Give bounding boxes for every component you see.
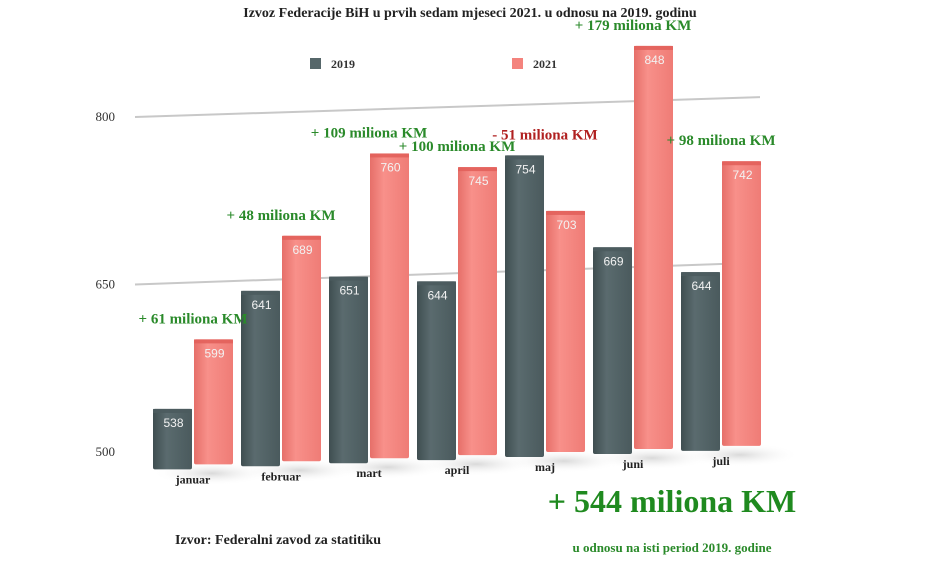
bar-body <box>546 210 585 453</box>
value-label-mart-2019: 651 <box>339 284 359 298</box>
value-label-april-2019: 644 <box>427 288 447 302</box>
value-label-juli-2021: 742 <box>732 168 752 182</box>
bar-top-face <box>593 247 632 252</box>
bar-body <box>634 45 673 449</box>
bar-maj-2021 <box>546 210 585 453</box>
bar-top-face <box>634 45 673 50</box>
bar-top-face <box>194 339 233 344</box>
source-note: Izvor: Federalni zavod za statitiku <box>175 533 381 548</box>
annotation-februar: + 48 miliona KM <box>227 208 336 224</box>
bar-body <box>370 153 409 459</box>
bar-juni-2019 <box>593 247 632 454</box>
value-label-juni-2021: 848 <box>644 53 664 67</box>
bar-juli-2019 <box>681 272 720 451</box>
bar-top-face <box>458 167 497 172</box>
legend-label-2021: 2021 <box>533 57 557 71</box>
bar-top-face <box>417 281 456 286</box>
y-tick-800: 800 <box>96 109 116 124</box>
bar-top-face <box>722 161 761 166</box>
x-tick-mart: mart <box>356 466 381 480</box>
annotation-januar: + 61 miliona KM <box>139 311 248 327</box>
bar-body <box>681 272 720 451</box>
legend-label-2019: 2019 <box>331 57 355 71</box>
bar-body <box>593 247 632 454</box>
bar-februar-2019 <box>241 290 280 467</box>
x-tick-februar: februar <box>261 469 301 483</box>
bar-body <box>417 281 456 461</box>
x-tick-juni: juni <box>622 457 644 471</box>
bar-body <box>282 235 321 462</box>
bar-top-face <box>546 210 585 215</box>
bar-body <box>153 408 192 470</box>
bar-body <box>329 276 368 464</box>
value-label-maj-2019: 754 <box>515 162 535 176</box>
legend: 2019 2021 <box>310 57 557 71</box>
bar-body <box>722 161 761 446</box>
bars <box>153 45 761 470</box>
annotations: + 61 miliona KM + 48 miliona KM + 109 mili… <box>139 18 776 327</box>
bar-juni-2021 <box>634 45 673 449</box>
annotation-juli: + 98 miliona KM <box>667 133 776 149</box>
category-labels: januar februar mart april maj juni juli <box>175 454 731 486</box>
annotation-april: + 100 miliona KM <box>399 139 515 155</box>
legend-swatch-2019 <box>310 58 321 69</box>
value-label-februar-2021: 689 <box>292 243 312 257</box>
bar-body <box>458 167 497 456</box>
value-label-januar-2019: 538 <box>163 416 183 430</box>
bar-top-face <box>153 408 192 413</box>
chart-title: Izvoz Federacije BiH u prvih sedam mjese… <box>243 6 697 21</box>
value-label-februar-2019: 641 <box>251 298 271 312</box>
bar-top-face <box>505 155 544 160</box>
value-label-maj-2021: 703 <box>556 218 576 232</box>
x-tick-maj: maj <box>535 460 555 474</box>
legend-item-2021: 2021 <box>512 57 557 71</box>
bar-top-face <box>241 290 280 295</box>
y-axis-ticks: 500 650 800 <box>96 109 116 459</box>
bar-top-face <box>329 276 368 281</box>
y-tick-500: 500 <box>96 444 116 459</box>
bar-body <box>241 290 280 467</box>
bar-top-face <box>370 153 409 158</box>
total-difference: + 544 miliona KM <box>548 483 796 519</box>
value-label-april-2021: 745 <box>468 174 488 188</box>
x-tick-januar: januar <box>175 472 211 486</box>
bar-juli-2021 <box>722 161 761 446</box>
bar-body <box>505 155 544 458</box>
legend-item-2019: 2019 <box>310 57 355 71</box>
value-label-juni-2019: 669 <box>603 254 623 268</box>
bar-januar-2021 <box>194 339 233 465</box>
bar-body <box>194 339 233 465</box>
bar-april-2019 <box>417 281 456 461</box>
bar-mart-2021 <box>370 153 409 459</box>
annotation-mart: + 109 miliona KM <box>311 125 427 141</box>
value-label-juli-2019: 644 <box>691 279 711 293</box>
x-tick-april: april <box>445 463 470 477</box>
bar-maj-2019 <box>505 155 544 458</box>
bar-februar-2021 <box>282 235 321 462</box>
total-difference-note: u odnosu na isti period 2019. godine <box>572 540 771 555</box>
annotation-maj: - 51 miliona KM <box>492 127 597 143</box>
value-label-januar-2021: 599 <box>204 346 224 360</box>
bar-april-2021 <box>458 167 497 456</box>
annotation-juni: + 179 miliona KM <box>575 18 691 34</box>
y-tick-650: 650 <box>96 277 116 292</box>
value-labels: 538 599 641 689 651 760 644 745 754 703 669 848 644 7… <box>163 53 752 430</box>
bar-mart-2019 <box>329 276 368 464</box>
legend-swatch-2021 <box>512 58 523 69</box>
value-label-mart-2021: 760 <box>380 160 400 174</box>
bar-top-face <box>681 272 720 277</box>
bar-top-face <box>282 235 321 240</box>
bar-januar-2019 <box>153 408 192 470</box>
x-tick-juli: juli <box>711 454 730 468</box>
